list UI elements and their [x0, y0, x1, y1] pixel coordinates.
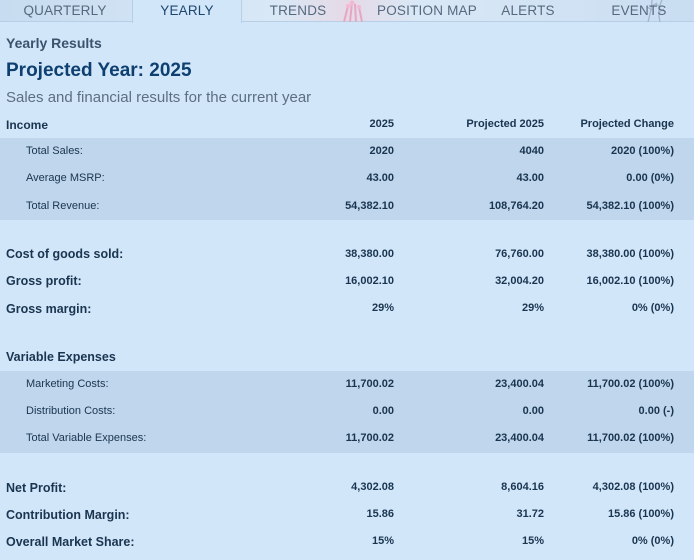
- tab-quarterly[interactable]: QUARTERLY: [23, 3, 107, 18]
- tab-events[interactable]: EVENTS: [611, 3, 667, 18]
- column-header-2025: 2025: [369, 118, 394, 130]
- page-description: Sales and financial results for the curr…: [6, 89, 312, 106]
- column-header-row: Income 2025 Projected 2025 Projected Cha…: [0, 118, 694, 134]
- row-label: Overall Market Share:: [6, 535, 135, 549]
- section-subtitle: Yearly Results: [6, 35, 102, 51]
- value-projected: 8,604.16: [501, 481, 544, 493]
- value-change: 4,302.08 (100%): [592, 481, 674, 493]
- value-2025: 15%: [371, 535, 394, 547]
- value-change: 15.86 (100%): [607, 508, 674, 520]
- tab-yearly[interactable]: YEARLY: [132, 0, 242, 23]
- value-projected: 15%: [521, 535, 544, 547]
- value-2025: 43.00: [366, 172, 394, 184]
- value-projected: 23,400.04: [495, 432, 544, 444]
- row-label: Total Revenue:: [26, 200, 100, 212]
- row-label: Total Variable Expenses:: [26, 432, 147, 444]
- tab-alerts[interactable]: ALERTS: [501, 3, 555, 18]
- value-2025: 4,302.08: [351, 481, 394, 493]
- value-projected: 76,760.00: [495, 248, 544, 260]
- value-projected: 43.00: [516, 172, 544, 184]
- column-header-projected: Projected 2025: [466, 118, 544, 130]
- value-2025: 38,380.00: [345, 248, 394, 260]
- page-title: Projected Year: 2025: [6, 60, 192, 81]
- value-2025: 16,002.10: [345, 275, 394, 287]
- value-projected: 32,004.20: [495, 275, 544, 287]
- income-band: [0, 138, 694, 220]
- value-change: 0.00 (0%): [626, 172, 674, 184]
- value-2025: 15.86: [366, 508, 394, 520]
- value-change: 16,002.10 (100%): [586, 275, 674, 287]
- column-header-change: Projected Change: [580, 118, 674, 130]
- tab-trends[interactable]: TRENDS: [269, 3, 327, 18]
- value-projected: 108,764.20: [488, 200, 544, 212]
- value-projected: 0.00: [522, 405, 544, 417]
- income-header: Income: [6, 118, 49, 132]
- value-projected: 31.72: [516, 508, 544, 520]
- value-2025: 11,700.02: [345, 432, 394, 444]
- value-2025: 29%: [371, 302, 394, 314]
- row-label: Total Sales:: [26, 145, 83, 157]
- row-label: Distribution Costs:: [26, 405, 116, 417]
- row-label: Cost of goods sold:: [6, 247, 124, 261]
- value-2025: 11,700.02: [345, 378, 394, 390]
- value-change: 0.00 (-): [638, 405, 674, 417]
- row-label: Gross profit:: [6, 274, 82, 288]
- value-2025: 2020: [369, 145, 394, 157]
- tab-position-map[interactable]: POSITION MAP: [377, 3, 477, 18]
- tab-bar: QUARTERLY YEARLY TRENDS POSITION MAP ALE…: [0, 0, 694, 23]
- value-change: 0% (0%): [631, 535, 674, 547]
- value-change: 11,700.02 (100%): [587, 432, 674, 444]
- variable-expenses-band: [0, 371, 694, 453]
- row-label: Average MSRP:: [26, 172, 105, 184]
- row-label: Gross margin:: [6, 302, 92, 316]
- value-projected: 4040: [519, 145, 544, 157]
- value-projected: 23,400.04: [495, 378, 544, 390]
- value-change: 54,382.10 (100%): [586, 200, 674, 212]
- value-change: 11,700.02 (100%): [587, 378, 674, 390]
- value-change: 38,380.00 (100%): [586, 248, 674, 260]
- value-projected: 29%: [521, 302, 544, 314]
- row-label: Net Profit:: [6, 481, 67, 495]
- value-change: 0% (0%): [631, 302, 674, 314]
- variable-expenses-heading: Variable Expenses: [6, 350, 116, 364]
- row-label: Marketing Costs:: [26, 378, 109, 390]
- value-change: 2020 (100%): [611, 145, 674, 157]
- value-2025: 54,382.10: [345, 200, 394, 212]
- value-2025: 0.00: [372, 405, 394, 417]
- row-label: Contribution Margin:: [6, 508, 130, 522]
